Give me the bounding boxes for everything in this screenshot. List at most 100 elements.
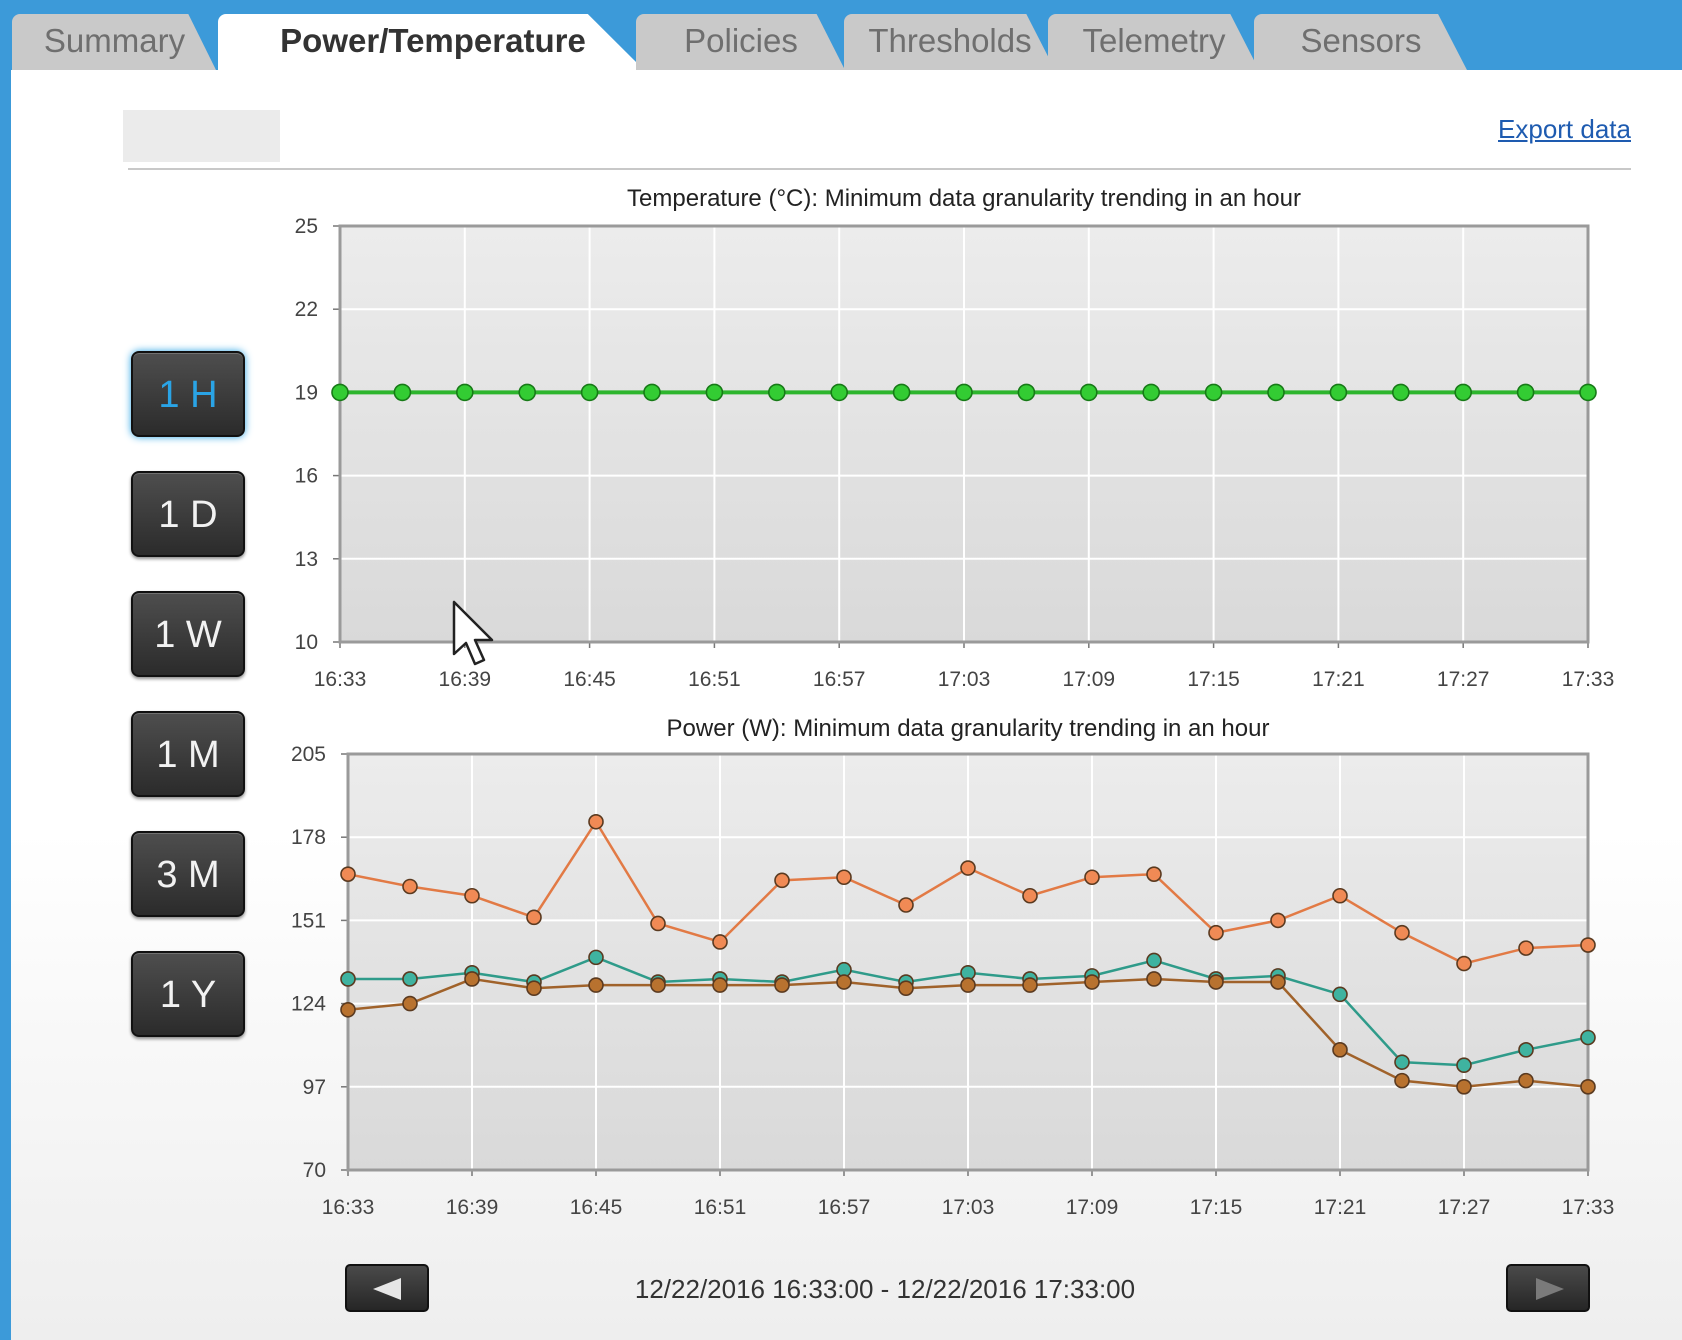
power-series-2-point: [1394, 1072, 1410, 1089]
power-series-2-point: [588, 977, 604, 993]
tab-thresholds[interactable]: Thresholds: [844, 14, 1056, 72]
tab-telemetry[interactable]: Telemetry: [1048, 14, 1260, 72]
power-x-tick-label: 17:09: [1066, 1196, 1119, 1219]
temperature-y-tick-label: 16: [295, 465, 318, 488]
temperature-y-tick-label: 13: [295, 548, 318, 571]
temperature-series-0-point: [705, 383, 724, 402]
power-series-0-point: [836, 869, 852, 886]
power-series-0-point: [1580, 937, 1596, 953]
tab-summary[interactable]: Summary: [12, 14, 217, 72]
temperature-x-tick-label: 16:51: [688, 668, 741, 691]
power-series-2-point: [402, 995, 418, 1012]
temperature-x-tick-label: 17:27: [1437, 668, 1490, 691]
empty-selector-box: [123, 110, 280, 162]
temperature-series-0-point: [1392, 383, 1410, 402]
power-series-0-point: [898, 897, 914, 913]
temperature-series-0-point: [331, 383, 349, 402]
power-series-0-point: [1084, 869, 1100, 886]
power-x-tick-label: 16:51: [694, 1196, 747, 1219]
mouse-pointer-icon: [452, 600, 494, 666]
temperature-series-0-point: [1080, 383, 1098, 402]
power-x-tick-label: 17:27: [1438, 1196, 1491, 1219]
power-series-2-point: [1208, 974, 1224, 990]
range-button-1w[interactable]: 1 W: [131, 591, 245, 677]
power-series-1-point: [1332, 986, 1348, 1003]
power-series-0-point: [1270, 912, 1286, 929]
power-series-1-point: [1394, 1054, 1410, 1070]
power-series-2-point: [526, 980, 542, 996]
tab-sensors[interactable]: Sensors: [1254, 14, 1468, 72]
power-series-2-point: [712, 977, 728, 993]
tab-power-temperature[interactable]: Power/Temperature: [218, 14, 648, 74]
temperature-x-tick-label: 17:33: [1562, 668, 1615, 691]
temperature-plot-border: [338, 224, 1590, 644]
range-button-1m[interactable]: 1 M: [131, 711, 245, 797]
power-series-2-point: [774, 977, 790, 993]
previous-range-button[interactable]: [345, 1264, 429, 1312]
temperature-series-0-point: [580, 383, 599, 402]
power-series-2-point: [1456, 1079, 1472, 1095]
power-series-1-point: [1456, 1057, 1472, 1074]
power-series-1-point: [1146, 952, 1162, 969]
power-series-1-point: [588, 949, 604, 966]
temperature-chart-title: Temperature (°C): Minimum data granulari…: [627, 185, 1301, 212]
temperature-x-tick-label: 17:21: [1312, 668, 1365, 691]
power-series-0-point: [1208, 924, 1224, 941]
temperature-series-0-point: [1454, 383, 1472, 402]
temperature-series-0-point: [1516, 383, 1535, 402]
power-series-1-point: [340, 971, 356, 987]
range-button-1d[interactable]: 1 D: [131, 471, 245, 557]
power-series-0-point: [1022, 887, 1038, 904]
temperature-series-0-point: [1204, 383, 1223, 402]
temperature-y-tick-label: 25: [295, 215, 318, 238]
power-plot-border: [346, 752, 1590, 1172]
temperature-y-tick-label: 10: [295, 631, 318, 654]
power-x-tick-label: 17:03: [942, 1196, 995, 1219]
temperature-x-tick-label: 17:03: [938, 668, 991, 691]
range-button-1y[interactable]: 1 Y: [131, 951, 245, 1037]
temperature-series-0-point: [1329, 383, 1348, 402]
temperature-x-tick-label: 16:33: [314, 668, 367, 691]
power-series-2-point: [1270, 974, 1286, 990]
temperature-series-0-point: [1267, 383, 1285, 402]
temperature-series-0-point: [455, 383, 474, 402]
power-series-0-point: [1518, 940, 1534, 956]
power-series-0-point: [774, 872, 790, 889]
temperature-series-0-point: [892, 383, 911, 402]
power-y-tick-label: 97: [303, 1076, 326, 1099]
temperature-x-tick-label: 16:45: [563, 668, 616, 691]
power-series-1-point: [1518, 1042, 1534, 1058]
temperature-y-tick-label: 19: [295, 381, 318, 404]
power-series-2-point: [464, 971, 480, 987]
power-x-tick-label: 16:39: [446, 1196, 499, 1219]
power-series-1-point: [1580, 1029, 1596, 1046]
power-chart: 16:33 16:39 16:45 16:51 16:57 17:03 17:09 17:15…: [291, 715, 1614, 1219]
power-x-tick-label: 17:15: [1190, 1196, 1243, 1219]
power-x-tick-label: 17:21: [1314, 1196, 1367, 1219]
range-button-1h[interactable]: 1 H: [131, 351, 245, 437]
range-button-3m[interactable]: 3 M: [131, 831, 245, 917]
power-series-0-point: [1394, 924, 1410, 941]
power-series-0-point: [712, 934, 728, 950]
power-series-2-point: [340, 1001, 356, 1018]
arrow-left-icon: [373, 1278, 401, 1300]
power-series-0-point: [526, 909, 542, 926]
power-series-2-point: [1022, 977, 1038, 993]
power-x-tick-label: 16:45: [570, 1196, 623, 1219]
temperature-series-0-point: [767, 383, 786, 402]
power-x-tick-label: 16:33: [322, 1196, 375, 1219]
power-y-tick-label: 124: [291, 993, 326, 1016]
power-series-1-point: [402, 971, 418, 987]
tab-policies[interactable]: Policies: [636, 14, 846, 72]
power-series-0-point: [464, 887, 480, 904]
power-series-0-point: [1146, 866, 1162, 882]
power-y-tick-label: 70: [303, 1159, 326, 1182]
temperature-series-0-point: [955, 383, 973, 402]
power-y-tick-label: 151: [291, 909, 326, 932]
power-series-2-point: [898, 980, 914, 996]
temperature-series-0-point: [643, 383, 661, 402]
export-data-link[interactable]: Export data: [1498, 114, 1631, 144]
temperature-series-0-point: [1142, 383, 1160, 402]
next-range-button[interactable]: [1506, 1264, 1590, 1312]
